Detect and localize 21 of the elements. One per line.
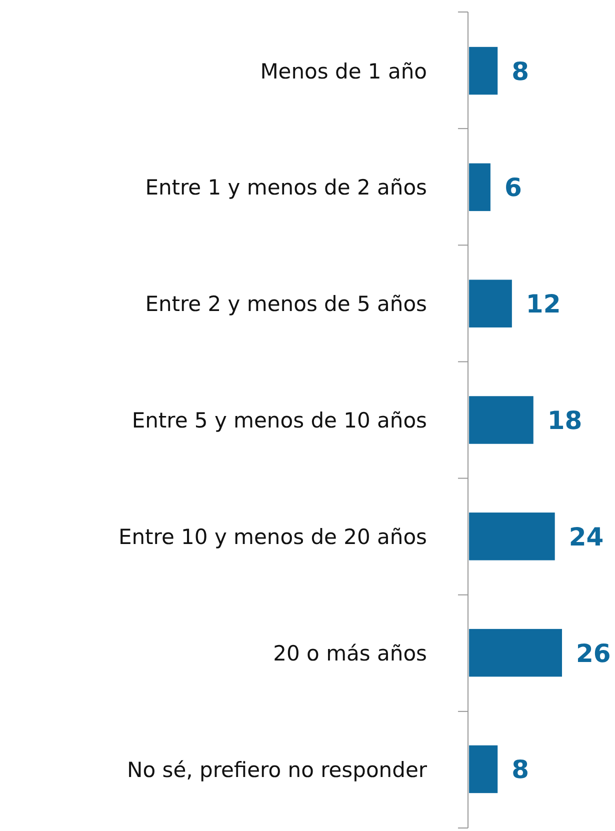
data-label: 12: [526, 290, 561, 319]
bar: [469, 512, 555, 560]
data-label: 8: [512, 755, 530, 784]
bar: [469, 280, 512, 328]
data-label: 24: [568, 522, 604, 552]
data-label: 8: [512, 56, 530, 86]
data-label: 18: [547, 406, 582, 435]
y-tick-label: Entre 1 y menos de 2 años: [145, 176, 427, 200]
y-tick-label: Menos de 1 año: [260, 59, 427, 84]
y-tick-label: Entre 5 y menos de 10 años: [132, 408, 427, 433]
y-tick-label: 20 o más años: [273, 641, 427, 666]
y-tick-label: Entre 10 y menos de 20 años: [118, 524, 427, 549]
bar: [469, 46, 498, 95]
bar: [469, 163, 490, 212]
data-label: 6: [504, 173, 522, 202]
data-label: 26: [576, 638, 611, 668]
y-tick-label: No sé, prefiero no responder: [127, 758, 428, 782]
y-tick-label: Entre 2 y menos de 5 años: [145, 292, 427, 316]
bar: [469, 396, 534, 444]
bar: [469, 628, 562, 677]
bar: [469, 745, 498, 794]
